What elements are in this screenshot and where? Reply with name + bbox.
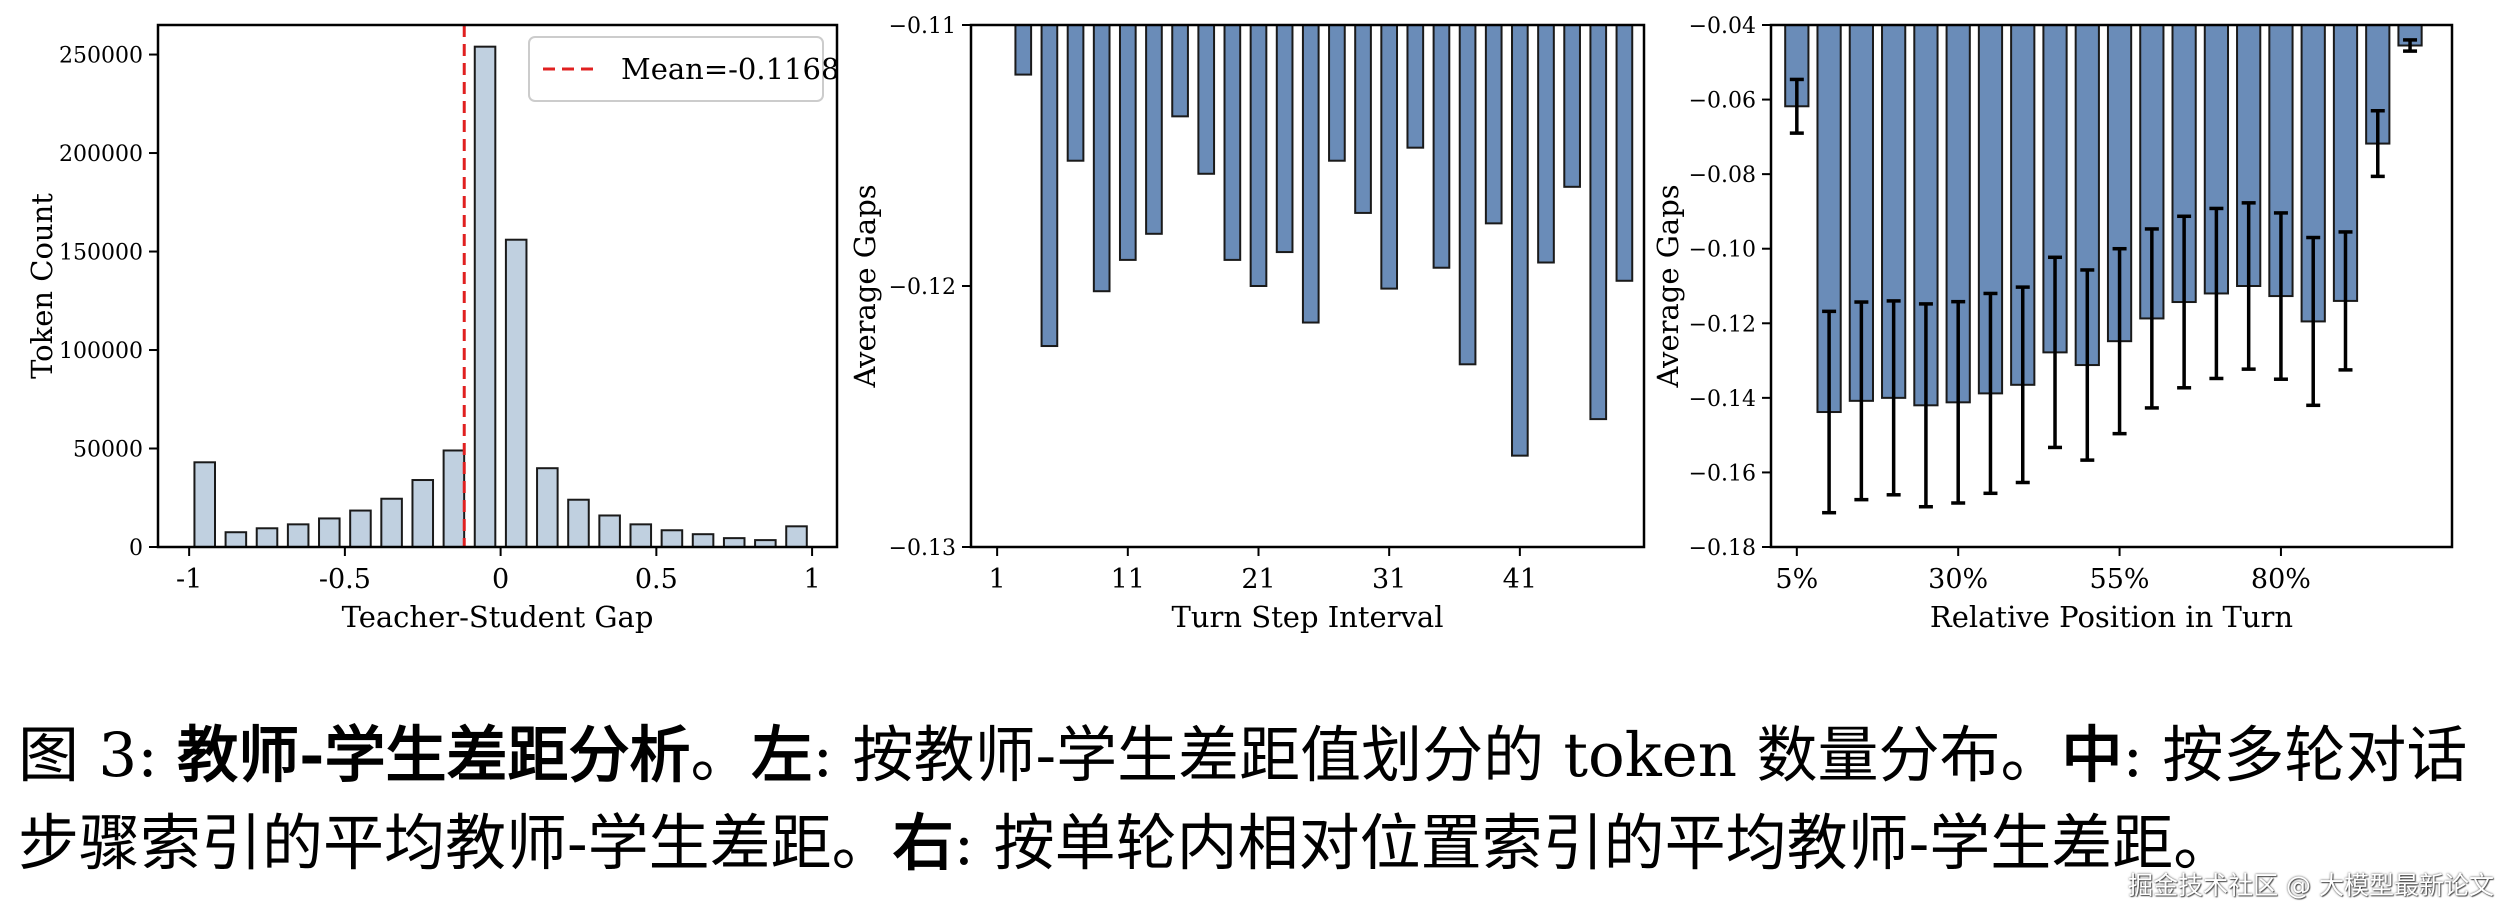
x-tick-label: 0 bbox=[492, 564, 509, 595]
bar bbox=[1537, 24, 1555, 264]
y-tick-label: −0.08 bbox=[1689, 163, 1756, 188]
y-tick-label: 50000 bbox=[73, 438, 143, 463]
y-tick-label: 150000 bbox=[59, 241, 143, 266]
bar bbox=[691, 533, 715, 549]
bar bbox=[442, 449, 466, 548]
bar bbox=[598, 514, 621, 549]
y-tick-label: −0.10 bbox=[1689, 238, 1756, 263]
bar bbox=[1275, 24, 1294, 254]
bar bbox=[255, 527, 279, 549]
chart-panel-1: Mean=-0.1168 0 50000 100000 150000 200000 2500… bbox=[25, 23, 839, 634]
bar bbox=[1040, 24, 1059, 348]
bar bbox=[1118, 24, 1137, 261]
y-tick-label: −0.12 bbox=[1689, 312, 1756, 337]
bar bbox=[411, 479, 435, 549]
x-tick-label: 11 bbox=[1111, 564, 1145, 595]
bar bbox=[1354, 24, 1372, 214]
caption-fig-prefix: 图 3: bbox=[18, 720, 178, 791]
x-tick-label: 41 bbox=[1503, 564, 1537, 595]
y-tick-label: −0.06 bbox=[1689, 89, 1756, 114]
bar bbox=[567, 498, 590, 548]
bar bbox=[380, 497, 403, 548]
y-axis-label: Token Count bbox=[25, 193, 59, 379]
caption-right-text: : 按单轮内相对位置索引的平均教师-学生差距。 bbox=[953, 808, 2235, 879]
legend-box bbox=[528, 36, 824, 102]
y-tick-label: −0.12 bbox=[889, 275, 956, 300]
caption-right-label: 右 bbox=[892, 808, 954, 879]
figure-caption: 图 3: 教师-学生差距分析。左: 按教师-学生差距值划分的 token 数量分… bbox=[18, 712, 2498, 888]
bar bbox=[1484, 24, 1503, 225]
bar bbox=[1589, 24, 1608, 421]
legend-label: Mean=-0.1168 bbox=[621, 52, 839, 86]
bar bbox=[318, 517, 341, 549]
x-axis-label: Relative Position in Turn bbox=[1930, 600, 2293, 634]
caption-title: 教师-学生差距分析 bbox=[177, 720, 691, 791]
watermark: 掘金技术社区 @ 大模型最新论文 bbox=[2128, 871, 2494, 900]
bar bbox=[286, 523, 310, 548]
plot-frame bbox=[1769, 23, 2454, 549]
y-tick-label: −0.04 bbox=[1689, 14, 1756, 39]
y-axis-label: Average Gaps bbox=[848, 184, 882, 388]
y-tick-label: −0.14 bbox=[1689, 387, 1756, 412]
bar bbox=[1197, 24, 1216, 175]
y-tick-label: 0 bbox=[129, 536, 143, 561]
caption-mid-text: : 按多轮对话步骤索引的平均教师-学生差距。 bbox=[18, 720, 2468, 879]
bar bbox=[536, 467, 559, 548]
bar bbox=[629, 523, 653, 548]
caption-sep: 。 bbox=[690, 720, 752, 791]
bar bbox=[1301, 24, 1320, 324]
bar bbox=[1380, 24, 1399, 290]
bar bbox=[1432, 24, 1451, 269]
bar bbox=[1223, 24, 1242, 261]
bar bbox=[1092, 24, 1111, 293]
bar bbox=[1328, 24, 1346, 162]
bar bbox=[224, 531, 248, 549]
x-axis-label: Teacher-Student Gap bbox=[342, 600, 654, 634]
x-tick-label: 80% bbox=[2251, 564, 2311, 595]
bar bbox=[1458, 24, 1477, 366]
caption-left-text: : 按教师-学生差距值划分的 token 数量分布。 bbox=[812, 720, 2062, 791]
bar bbox=[660, 529, 684, 548]
bar bbox=[504, 238, 528, 548]
x-tick-label: -1 bbox=[176, 564, 202, 595]
x-tick-label: 1 bbox=[803, 564, 820, 595]
bar bbox=[473, 45, 497, 548]
y-tick-label: 100000 bbox=[59, 339, 143, 364]
y-tick-label: −0.18 bbox=[1689, 536, 1756, 561]
caption-mid-label: 中 bbox=[2061, 720, 2123, 791]
bar bbox=[1406, 24, 1425, 149]
x-axis-label: Turn Step Interval bbox=[1171, 600, 1443, 634]
y-tick-label: −0.16 bbox=[1689, 461, 1756, 486]
x-tick-label: 1 bbox=[989, 564, 1006, 595]
y-tick-label: −0.11 bbox=[889, 14, 956, 39]
x-tick-label: 21 bbox=[1241, 564, 1275, 595]
bar bbox=[785, 525, 808, 548]
bar bbox=[1066, 24, 1085, 162]
y-tick-label: −0.13 bbox=[889, 536, 956, 561]
figure-charts: Mean=-0.1168 0 50000 100000 150000 200000 2500… bbox=[25, 14, 2454, 634]
bar bbox=[722, 537, 746, 549]
y-tick-label: 250000 bbox=[59, 44, 143, 69]
plot-frame bbox=[156, 23, 839, 549]
bar bbox=[1145, 24, 1163, 235]
bar bbox=[1014, 24, 1033, 76]
x-tick-label: 30% bbox=[1928, 564, 1988, 595]
bar bbox=[1563, 24, 1581, 188]
bar bbox=[1249, 24, 1268, 287]
caption-left-label: 左 bbox=[751, 720, 813, 791]
bar bbox=[349, 509, 372, 549]
x-tick-label: 31 bbox=[1372, 564, 1406, 595]
bar bbox=[1511, 24, 1529, 457]
y-tick-label: 200000 bbox=[59, 142, 143, 167]
bar bbox=[193, 461, 216, 549]
chart-panel-3: −0.18 −0.16 −0.14 −0.12 −0.10 −0.08 −0.06 −0.04… bbox=[1651, 14, 2454, 634]
x-tick-label: 55% bbox=[2090, 564, 2150, 595]
x-tick-label: 0.5 bbox=[635, 564, 678, 595]
x-tick-label: -0.5 bbox=[319, 564, 371, 595]
x-tick-label: 5% bbox=[1775, 564, 1818, 595]
bar bbox=[1615, 24, 1634, 282]
bar bbox=[1171, 24, 1189, 118]
y-axis-label: Average Gaps bbox=[1651, 184, 1685, 388]
